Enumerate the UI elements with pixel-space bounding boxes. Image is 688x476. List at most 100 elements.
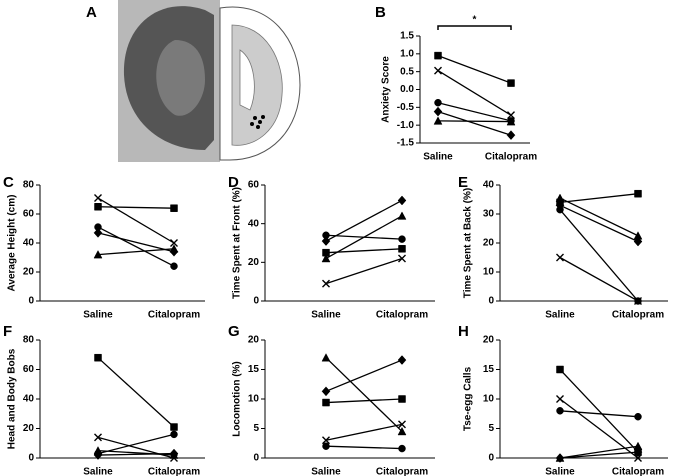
y-tick-label: 0 bbox=[488, 296, 494, 307]
y-tick-label: -0.5 bbox=[397, 102, 415, 113]
data-point bbox=[434, 98, 442, 107]
x-tick-label: Saline bbox=[83, 310, 113, 321]
y-axis-label: Time Spent at Front (%) bbox=[232, 187, 243, 299]
data-point bbox=[322, 279, 330, 288]
series-line bbox=[325, 359, 403, 392]
section-mid bbox=[156, 40, 205, 116]
data-point bbox=[398, 254, 406, 263]
y-tick-label: 20 bbox=[483, 238, 495, 249]
data-point bbox=[397, 195, 407, 206]
data-point bbox=[169, 448, 179, 459]
data-point bbox=[556, 407, 564, 415]
panel-letter: F bbox=[3, 323, 12, 340]
series-line bbox=[97, 226, 175, 267]
x-tick-label: Saline bbox=[311, 310, 341, 321]
y-tick-label: 0 bbox=[28, 296, 34, 307]
y-tick-label: 1.5 bbox=[400, 31, 414, 42]
y-tick-label: 5 bbox=[253, 423, 259, 434]
series-line bbox=[325, 257, 403, 285]
series-line bbox=[437, 120, 512, 123]
series-line bbox=[325, 398, 403, 404]
x-tick-label: Citalopram bbox=[376, 467, 428, 476]
data-point bbox=[322, 436, 330, 445]
y-tick-label: 10 bbox=[483, 394, 495, 405]
x-tick-label: Saline bbox=[83, 467, 113, 476]
data-point bbox=[94, 203, 102, 211]
data-point bbox=[633, 236, 643, 247]
y-tick-label: 0 bbox=[253, 296, 259, 307]
y-axis-label: Head and Body Bobs bbox=[7, 348, 18, 449]
y-tick-label: 0.0 bbox=[400, 84, 414, 95]
annotation: * bbox=[473, 15, 477, 26]
y-tick-label: 30 bbox=[483, 209, 495, 220]
data-point bbox=[170, 423, 178, 431]
data-point bbox=[398, 395, 406, 403]
data-point bbox=[397, 211, 407, 220]
y-tick-label: 40 bbox=[483, 180, 495, 191]
series-line bbox=[559, 398, 639, 459]
data-point bbox=[398, 444, 406, 453]
panel-letter: G bbox=[228, 323, 240, 340]
data-point bbox=[94, 194, 102, 203]
y-tick-label: 20 bbox=[23, 423, 35, 434]
x-tick-label: Citalopram bbox=[376, 310, 428, 321]
data-point bbox=[507, 79, 515, 87]
y-tick-label: 1.0 bbox=[400, 48, 414, 59]
y-tick-label: 5 bbox=[488, 423, 494, 434]
data-point bbox=[555, 453, 565, 463]
data-point bbox=[433, 116, 443, 125]
series-line bbox=[437, 102, 512, 122]
data-point bbox=[322, 442, 330, 450]
data-point bbox=[321, 386, 331, 397]
y-tick-label: 0 bbox=[488, 453, 494, 464]
data-point bbox=[94, 223, 102, 231]
data-point bbox=[634, 189, 642, 198]
data-point bbox=[94, 433, 102, 442]
brain-image bbox=[118, 0, 301, 162]
series-line bbox=[559, 445, 639, 459]
series-line bbox=[325, 423, 403, 441]
data-point bbox=[170, 430, 178, 439]
data-point bbox=[321, 236, 331, 246]
data-point bbox=[398, 245, 406, 253]
lesion-dots bbox=[250, 115, 265, 129]
data-point bbox=[556, 253, 564, 262]
data-point bbox=[321, 353, 331, 362]
data-point bbox=[433, 106, 443, 117]
y-tick-label: 15 bbox=[483, 364, 495, 375]
data-point bbox=[322, 398, 330, 407]
data-point bbox=[506, 130, 516, 141]
data-point bbox=[634, 297, 642, 305]
atlas-inner bbox=[239, 49, 255, 111]
y-tick-label: 20 bbox=[23, 267, 35, 278]
data-point bbox=[93, 250, 103, 259]
y-tick-label: 40 bbox=[23, 394, 35, 405]
data-point bbox=[398, 235, 406, 243]
series-line bbox=[97, 433, 175, 455]
data-point bbox=[633, 447, 643, 457]
data-point bbox=[397, 426, 407, 436]
series-line bbox=[325, 357, 403, 432]
panel-letter: B bbox=[375, 4, 386, 21]
x-tick-label: Saline bbox=[311, 467, 341, 476]
y-tick-label: 10 bbox=[248, 394, 260, 405]
y-axis-label: Locomotion (%) bbox=[232, 361, 243, 437]
series-line bbox=[97, 357, 175, 428]
data-point bbox=[170, 262, 178, 270]
y-tick-label: 15 bbox=[248, 364, 260, 375]
y-tick-label: 20 bbox=[483, 335, 495, 346]
y-tick-label: 20 bbox=[248, 335, 260, 346]
y-tick-label: 0 bbox=[28, 453, 34, 464]
x-tick-label: Citalopram bbox=[612, 310, 664, 321]
data-point bbox=[506, 117, 516, 126]
series-line bbox=[559, 209, 639, 302]
y-axis-label: Anxiety Score bbox=[381, 56, 392, 123]
x-tick-label: Citalopram bbox=[485, 152, 537, 163]
y-tick-label: 60 bbox=[23, 364, 35, 375]
x-tick-label: Saline bbox=[423, 152, 453, 163]
data-point bbox=[634, 454, 642, 462]
y-tick-label: 20 bbox=[248, 257, 260, 268]
series-line bbox=[97, 197, 175, 244]
y-axis-label: Tse-egg Calls bbox=[463, 366, 474, 431]
